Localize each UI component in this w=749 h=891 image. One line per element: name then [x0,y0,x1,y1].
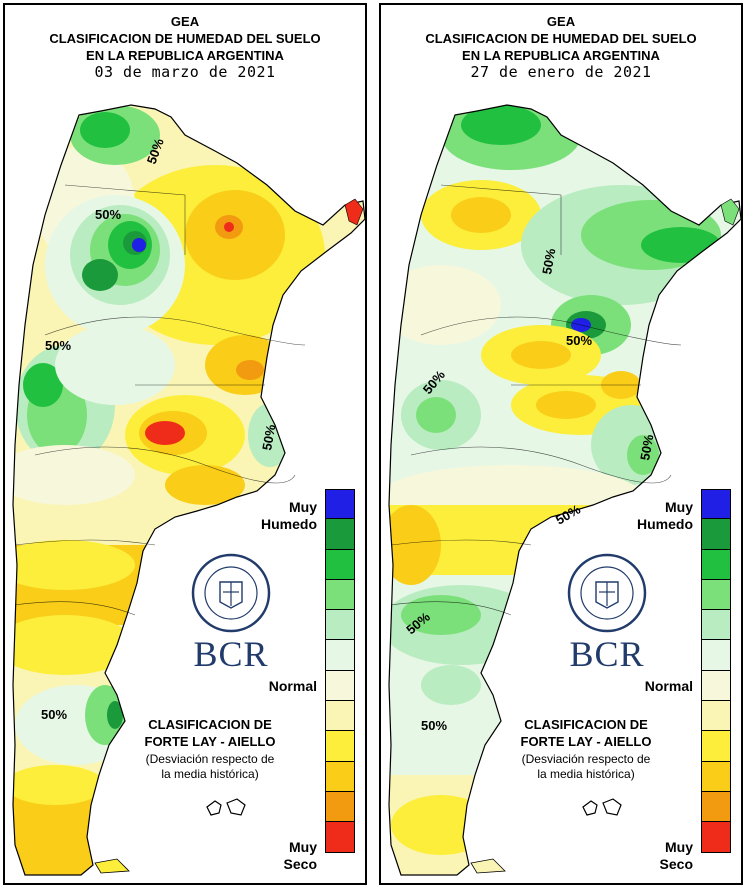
malvinas-islands-icon [582,798,622,816]
legend-color-swatch [325,640,355,671]
classification-title: CLASIFICACION DE FORTE LAY - AIELLO [520,717,652,749]
legend-color-swatch [325,610,355,641]
legend-color-swatch [325,761,355,792]
legend-color-swatch [325,701,355,732]
map-panel-january: 50% 50% 50% 50% 50% 50% 50% GEA CLASIFIC… [379,3,743,885]
legend-label-very-wet: Muy Humedo [637,499,693,532]
color-scale-legend [325,489,355,853]
bcr-seal-icon [567,553,647,633]
legend-label-normal: Normal [644,678,693,694]
org-title: GEA [546,14,576,29]
map-date: 27 de enero de 2021 [470,63,652,81]
contour-label: 50% [45,338,71,353]
title-line-2: EN LA REPUBLICA ARGENTINA [462,48,660,63]
contour-label: 50% [95,207,121,222]
legend-color-swatch [325,489,355,520]
contour-label: 50% [539,247,558,276]
contour-label: 50% [41,707,67,722]
bcr-seal-icon [191,553,271,633]
legend-color-swatch [701,791,731,823]
legend-color-swatch [701,670,731,702]
legend-color-swatch [325,822,355,853]
contour-label: 50% [259,423,278,452]
title-line-1: CLASIFICACION DE HUMEDAD DEL SUELO [49,31,321,46]
contour-label: 50% [637,433,656,462]
legend-color-swatch [701,822,731,853]
title-line-1: CLASIFICACION DE HUMEDAD DEL SUELO [425,31,697,46]
map-panel-march: 50% 50% 50% 50% 50% GEA CLASIFICACION DE… [3,3,367,885]
legend-color-swatch [701,701,731,732]
legend-color-swatch [701,549,731,580]
legend-label-very-wet: Muy Humedo [261,499,317,532]
contour-label: 50% [421,718,447,733]
legend-label-very-dry: Muy Seco [283,839,317,872]
classification-note: (Desviación respecto de la media históric… [145,752,275,781]
legend-color-swatch [701,579,731,611]
legend-color-swatch [701,761,731,792]
legend-color-swatch [325,549,355,580]
map-date: 03 de marzo de 2021 [94,63,276,81]
legend-label-normal: Normal [268,678,317,694]
malvinas-islands-icon [206,798,246,816]
legend-color-swatch [325,519,355,550]
soil-moisture-map: 50% 50% 50% 50% 50% [12,104,365,876]
color-scale-legend [701,489,731,853]
legend-color-swatch [325,579,355,611]
legend-color-swatch [701,519,731,550]
classification-title: CLASIFICACION DE FORTE LAY - AIELLO [144,717,276,749]
legend-color-swatch [325,791,355,823]
org-title: GEA [170,14,200,29]
legend-color-swatch [325,670,355,702]
contour-label: 50% [566,333,592,348]
legend-color-swatch [701,731,731,762]
map-title: GEA CLASIFICACION DE HUMEDAD DEL SUELO E… [381,13,741,81]
legend-color-swatch [701,489,731,520]
legend-color-swatch [701,610,731,641]
bcr-logo-text: BCR [569,634,645,674]
title-line-2: EN LA REPUBLICA ARGENTINA [86,48,284,63]
map-title: GEA CLASIFICACION DE HUMEDAD DEL SUELO E… [5,13,365,81]
legend-color-swatch [701,640,731,671]
bcr-logo-text: BCR [193,634,269,674]
legend-color-swatch [325,731,355,762]
legend-label-very-dry: Muy Seco [659,839,693,872]
soil-moisture-map: 50% 50% 50% 50% 50% 50% 50% [388,104,741,876]
classification-note: (Desviación respecto de la media históric… [521,752,651,781]
